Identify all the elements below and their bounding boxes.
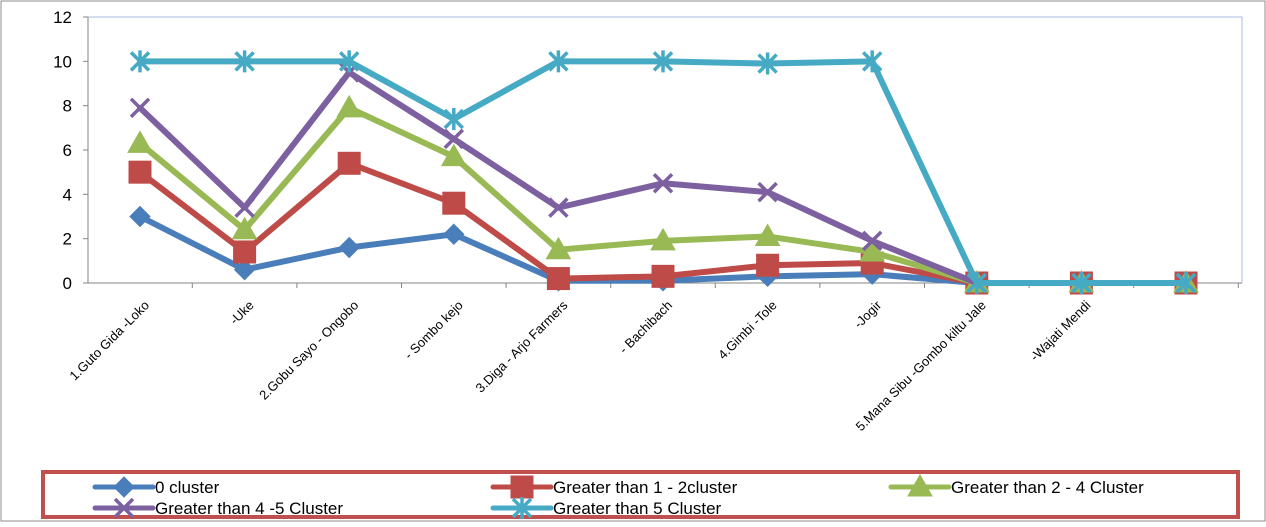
data-point bbox=[859, 238, 886, 262]
legend-label: 0 cluster bbox=[155, 478, 220, 497]
data-point bbox=[443, 107, 465, 130]
data-point bbox=[233, 240, 257, 264]
y-tick-label: 2 bbox=[63, 230, 72, 249]
data-point bbox=[545, 236, 572, 260]
data-point bbox=[231, 216, 258, 240]
data-point bbox=[338, 236, 360, 259]
y-tick-label: 10 bbox=[53, 52, 72, 71]
legend-label: Greater than 4 -5 Cluster bbox=[155, 499, 343, 518]
legend-entry: Greater than 2 - 4 Cluster bbox=[888, 473, 1144, 497]
legend-entry: Greater than 4 -5 Cluster bbox=[92, 497, 343, 519]
data-point bbox=[861, 230, 883, 252]
data-point bbox=[966, 272, 988, 294]
data-point bbox=[652, 173, 674, 194]
data-point bbox=[548, 197, 569, 218]
legend-label: Greater than 5 Cluster bbox=[553, 499, 722, 518]
data-point bbox=[1071, 272, 1092, 294]
data-point bbox=[337, 151, 361, 175]
data-point bbox=[129, 50, 151, 73]
series-4 bbox=[129, 50, 1197, 294]
data-point bbox=[650, 227, 676, 251]
data-point bbox=[443, 128, 465, 150]
series-layer bbox=[127, 50, 1199, 295]
data-point bbox=[757, 181, 778, 203]
data-point bbox=[128, 160, 152, 184]
data-point bbox=[234, 50, 255, 73]
data-point bbox=[127, 130, 153, 153]
legend: 0 cluster Greater than 1 - 2cluster Greate… bbox=[92, 473, 1144, 519]
data-point bbox=[442, 191, 466, 215]
data-point bbox=[129, 205, 151, 228]
legend-entry: Greater than 1 - 2cluster bbox=[490, 475, 738, 499]
data-point bbox=[113, 497, 135, 519]
legend-label: Greater than 2 - 4 Cluster bbox=[951, 478, 1144, 497]
data-point bbox=[757, 52, 778, 75]
data-point bbox=[754, 223, 781, 246]
legend-entry: 0 cluster bbox=[92, 476, 220, 498]
data-point bbox=[652, 50, 674, 73]
y-tick-label: 4 bbox=[63, 185, 72, 204]
data-point bbox=[907, 473, 933, 497]
data-point bbox=[548, 50, 569, 73]
data-point bbox=[1175, 272, 1197, 294]
legend-box bbox=[41, 470, 1240, 519]
data-point bbox=[336, 94, 363, 118]
data-point bbox=[546, 267, 570, 291]
data-point bbox=[510, 475, 534, 499]
legend-label: Greater than 1 - 2cluster bbox=[553, 478, 738, 497]
data-point bbox=[651, 264, 675, 288]
data-point bbox=[113, 476, 135, 498]
y-tick-label: 6 bbox=[63, 141, 72, 160]
data-point bbox=[861, 50, 883, 73]
data-point bbox=[338, 50, 360, 73]
y-axis: 0 2 4 6 8 10 12 bbox=[53, 8, 89, 293]
legend-entry: Greater than 5 Cluster bbox=[490, 497, 722, 519]
data-point bbox=[511, 497, 533, 519]
data-point bbox=[234, 197, 255, 218]
data-point bbox=[129, 97, 151, 119]
data-point bbox=[440, 143, 467, 167]
y-tick-label: 8 bbox=[63, 97, 72, 116]
data-point bbox=[233, 258, 256, 281]
y-tick-label: 0 bbox=[63, 274, 72, 293]
data-point bbox=[443, 223, 465, 245]
y-tick-label: 12 bbox=[53, 8, 72, 27]
data-point bbox=[756, 253, 780, 277]
